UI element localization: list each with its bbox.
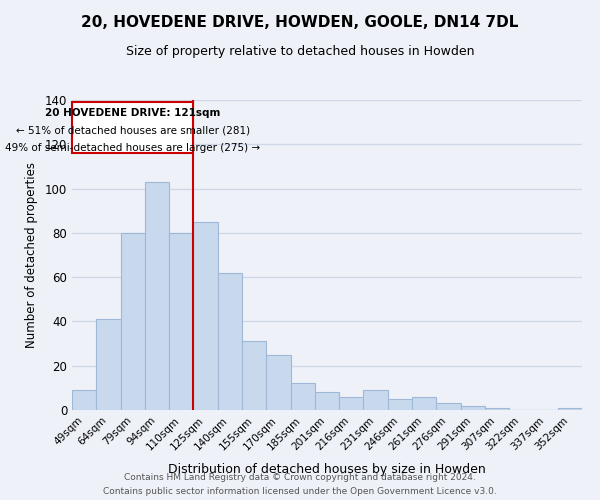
Bar (72, 390, 96, 410)
Bar (290, 384, 315, 410)
Bar (266, 354, 290, 410)
Bar (364, 390, 388, 410)
Bar (193, 222, 218, 410)
Text: 49% of semi-detached houses are larger (275) →: 49% of semi-detached houses are larger (… (5, 143, 260, 153)
Bar (96, 319, 121, 410)
Text: 20 HOVEDENE DRIVE: 121sqm: 20 HOVEDENE DRIVE: 121sqm (45, 108, 220, 118)
Bar (145, 182, 169, 410)
X-axis label: Distribution of detached houses by size in Howden: Distribution of detached houses by size … (168, 463, 486, 476)
Text: Contains HM Land Registry data © Crown copyright and database right 2024.: Contains HM Land Registry data © Crown c… (124, 473, 476, 482)
Bar (121, 233, 145, 410)
Bar (339, 396, 364, 410)
Text: Contains public sector information licensed under the Open Government Licence v3: Contains public sector information licen… (103, 486, 497, 496)
Bar (412, 396, 436, 410)
Bar (169, 233, 193, 410)
Bar (558, 408, 582, 410)
Bar (242, 342, 266, 410)
Text: ← 51% of detached houses are smaller (281): ← 51% of detached houses are smaller (28… (16, 126, 250, 136)
Bar (485, 408, 509, 410)
Bar (388, 399, 412, 410)
Bar (315, 392, 339, 410)
Text: 20, HOVEDENE DRIVE, HOWDEN, GOOLE, DN14 7DL: 20, HOVEDENE DRIVE, HOWDEN, GOOLE, DN14 … (82, 15, 518, 30)
Y-axis label: Number of detached properties: Number of detached properties (25, 162, 38, 348)
Text: Size of property relative to detached houses in Howden: Size of property relative to detached ho… (126, 45, 474, 58)
Bar (218, 272, 242, 410)
Bar (436, 404, 461, 410)
FancyBboxPatch shape (72, 102, 193, 153)
Bar (461, 406, 485, 410)
